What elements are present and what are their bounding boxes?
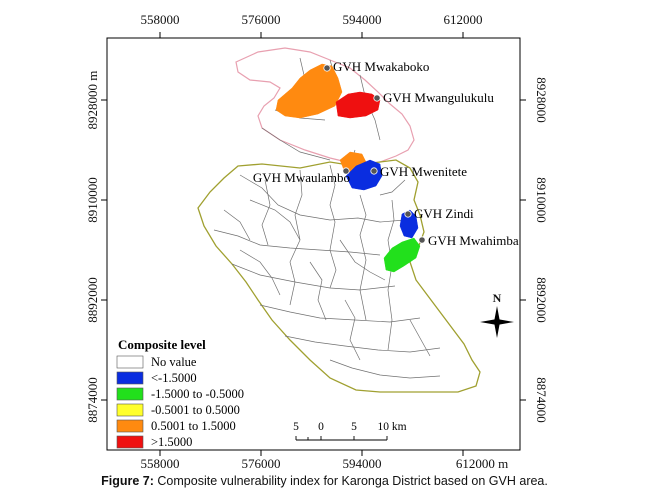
bottom-tick-label: 594000 xyxy=(343,456,382,470)
place-label-mwenitete: GVH Mwenitete xyxy=(380,164,467,179)
top-tick-label: 558000 xyxy=(141,12,180,27)
marker-icon xyxy=(373,94,381,102)
bottom-tick-label: 612000 m xyxy=(456,456,508,470)
marker-icon xyxy=(342,167,350,175)
legend-title: Composite level xyxy=(118,337,206,352)
legend-swatch xyxy=(116,355,144,369)
bottom-tick-label: 576000 xyxy=(242,456,281,470)
legend-label: -0.5001 to 0.5000 xyxy=(151,403,240,417)
gvh-zindi-area xyxy=(399,209,419,239)
place-label-mwahimba: GVH Mwahimba xyxy=(428,233,519,248)
left-tick-label: 8910000 xyxy=(85,177,100,223)
figure-caption: Figure 7: Composite vulnerability index … xyxy=(0,474,649,488)
marker-icon xyxy=(323,64,331,72)
legend-item: No value xyxy=(116,355,197,369)
right-tick-label: 8910000 xyxy=(534,177,549,223)
right-tick-label: 8892000 xyxy=(534,277,549,323)
legend-swatch xyxy=(116,371,144,385)
bottom-tick-label: 558000 xyxy=(141,456,180,470)
left-tick-label: 8874000 xyxy=(85,377,100,423)
top-tick-label: 594000 xyxy=(343,12,382,27)
legend-swatch xyxy=(116,403,144,417)
right-tick-label: 8874000 xyxy=(534,377,549,423)
scale-bar: 5 0 5 10 km xyxy=(293,421,407,441)
place-markers xyxy=(323,64,426,244)
legend-label: 0.5001 to 1.5000 xyxy=(151,419,236,433)
legend-item: 0.5001 to 1.5000 xyxy=(116,419,236,433)
gvh-mwenitete-area xyxy=(345,159,383,191)
caption-text: Composite vulnerability index for Karong… xyxy=(153,474,548,488)
gvh-boundaries xyxy=(213,57,441,379)
scale-tick-label: 5 xyxy=(293,421,299,433)
gvh-mwahimba-area xyxy=(383,237,421,273)
legend-label: -1.5000 to -0.5000 xyxy=(151,387,244,401)
legend-swatch xyxy=(116,435,144,449)
caption-label: Figure 7: xyxy=(101,474,154,488)
legend-item: -1.5000 to -0.5000 xyxy=(116,387,244,401)
right-tick-label: 8928000 xyxy=(534,77,549,123)
legend-swatch xyxy=(116,419,144,433)
legend-swatch xyxy=(116,387,144,401)
gvh-mwakaboko-area xyxy=(275,63,343,119)
map-frame xyxy=(106,37,521,451)
legend-label: <-1.5000 xyxy=(151,371,197,385)
marker-icon xyxy=(370,167,378,175)
map-figure: 558000 576000 594000 612000 558000 57600… xyxy=(85,12,549,470)
scale-tick-label: 10 km xyxy=(377,421,406,433)
marker-icon xyxy=(404,210,412,218)
north-label: N xyxy=(493,291,502,305)
legend: Composite level No value <-1.5000 -1.500… xyxy=(116,337,244,449)
place-label-mwaulambo: GVH Mwaulambo xyxy=(253,170,350,185)
legend-label: >1.5000 xyxy=(151,435,192,449)
place-label-zindi: GVH Zindi xyxy=(414,206,474,221)
frame-ticks xyxy=(101,32,526,456)
place-label-mwangulukulu: GVH Mwangulukulu xyxy=(383,90,494,105)
top-tick-label: 576000 xyxy=(242,12,281,27)
district-outline xyxy=(197,159,481,393)
place-label-mwakaboko: GVH Mwakaboko xyxy=(333,59,429,74)
legend-item: <-1.5000 xyxy=(116,371,197,385)
left-tick-label: 8892000 xyxy=(85,277,100,323)
north-arrow-icon xyxy=(480,306,514,338)
top-tick-label: 612000 xyxy=(444,12,483,27)
legend-item: >1.5000 xyxy=(116,435,192,449)
marker-icon xyxy=(418,236,426,244)
scale-tick-label: 5 xyxy=(351,421,357,433)
gvh-mwangulukulu-area xyxy=(335,91,381,119)
scale-tick-label: 0 xyxy=(318,421,324,433)
legend-label: No value xyxy=(151,355,197,369)
legend-item: -0.5001 to 0.5000 xyxy=(116,403,240,417)
left-tick-label: 8928000 m xyxy=(85,71,100,130)
